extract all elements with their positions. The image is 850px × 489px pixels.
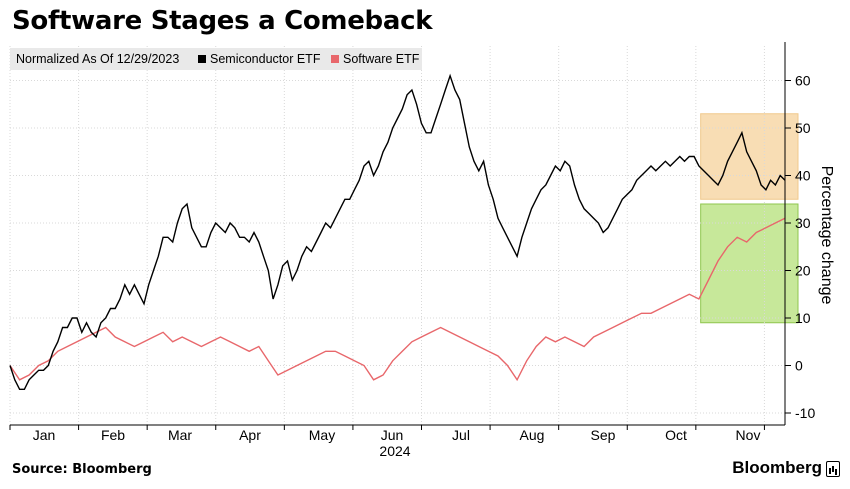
grid [9, 46, 785, 425]
series-line-semiconductor-etf [9, 73, 786, 390]
x-axis-year-label: 2024 [379, 443, 410, 459]
y-tick-label: 10 [795, 310, 811, 326]
source-note: Source: Bloomberg [12, 462, 152, 477]
y-tick-label: 40 [795, 168, 811, 184]
x-tick-label: Sep [591, 427, 616, 443]
legend: Normalized As Of 12/29/2023 Semiconductor… [10, 48, 422, 70]
chart-title: Software Stages a Comeback [12, 6, 433, 36]
y-tick-label: 50 [795, 120, 811, 136]
x-tick-label: Nov [736, 427, 761, 443]
highlight-box [700, 203, 799, 324]
legend-entry: Semiconductor ETF [210, 52, 321, 66]
series-lines [9, 73, 786, 390]
x-tick-label: Jan [33, 427, 56, 443]
x-tick-label: Jun [381, 427, 404, 443]
y-tick-label: -10 [795, 405, 815, 421]
highlight-boxes [700, 113, 799, 324]
x-tick-label: May [309, 427, 335, 443]
legend-title: Normalized As Of 12/29/2023 [16, 52, 179, 66]
x-tick-label: Mar [168, 427, 192, 443]
y-axis: -10 0 10 20 30 40 50 60 [784, 42, 815, 425]
brand-text: Bloomberg [732, 458, 822, 477]
legend-entry: Software ETF [343, 52, 420, 66]
bloomberg-logo: Bloomberg [732, 458, 840, 478]
legend-swatch [198, 55, 206, 63]
series-line-software-etf [9, 217, 786, 382]
x-tick-label: Feb [101, 427, 125, 443]
x-tick-label: Aug [520, 427, 545, 443]
y-tick-label: 20 [795, 263, 811, 279]
x-tick-label: Oct [665, 427, 687, 443]
y-tick-label: 0 [795, 358, 803, 374]
x-tick-label: Jul [452, 427, 470, 443]
x-axis: Jan Feb Mar Apr May Jun Jul Aug Sep Oct Nov [9, 424, 785, 443]
x-tick-label: Apr [239, 427, 261, 443]
y-axis-label: Percentage change [818, 166, 835, 305]
y-tick-label: 60 [795, 73, 811, 89]
y-tick-label: 30 [795, 215, 811, 231]
bloomberg-terminal-icon [826, 461, 840, 477]
legend-background [10, 48, 422, 70]
legend-swatch [331, 55, 339, 63]
